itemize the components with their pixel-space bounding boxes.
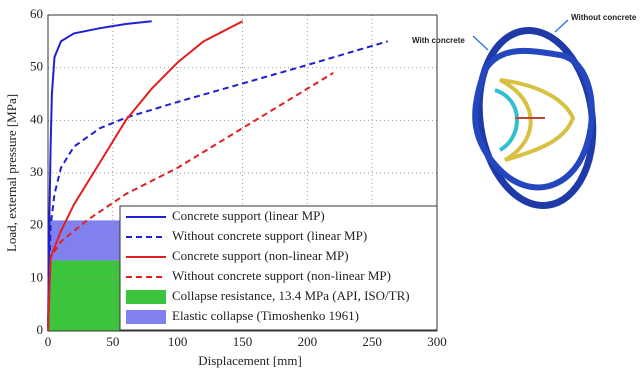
legend-swatch [126,290,166,304]
legend-label: Concrete support (linear MP) [172,208,325,223]
y-tick-label: 40 [30,111,43,126]
y-tick-label: 50 [30,59,43,74]
x-tick-label: 50 [106,334,119,349]
legend-label: Without concrete support (linear MP) [172,228,367,243]
y-tick-label: 30 [30,164,43,179]
annotation: Without concrete [571,13,637,22]
x-tick-label: 300 [427,334,447,349]
x-tick-label: 200 [298,334,318,349]
legend-label: Without concrete support (non-linear MP) [172,268,391,283]
y-tick-label: 0 [37,322,44,337]
legend-label: Collapse resistance, 13.4 MPa (API, ISO/… [172,288,410,303]
chart: Displacement [mm] Load, external pressur… [0,0,642,374]
ring-figure [468,20,603,213]
legend-label: Concrete support (non-linear MP) [172,248,349,263]
x-tick-label: 100 [168,334,188,349]
y-tick-label: 10 [30,269,43,284]
x-tick-label: 150 [233,334,253,349]
legend-label: Elastic collapse (Timoshenko 1961) [172,308,359,323]
legend: Concrete support (linear MP) Without conc… [120,206,437,330]
y-axis-label: Load, external pressure [MPa] [4,94,19,252]
y-tick-label: 60 [30,6,43,21]
legend-swatch [126,310,166,324]
annotation: With concrete [412,36,465,45]
x-axis-label: Displacement [mm] [198,353,302,368]
x-tick-label: 250 [362,334,382,349]
y-tick-label: 20 [30,217,43,232]
x-tick-label: 0 [45,334,52,349]
